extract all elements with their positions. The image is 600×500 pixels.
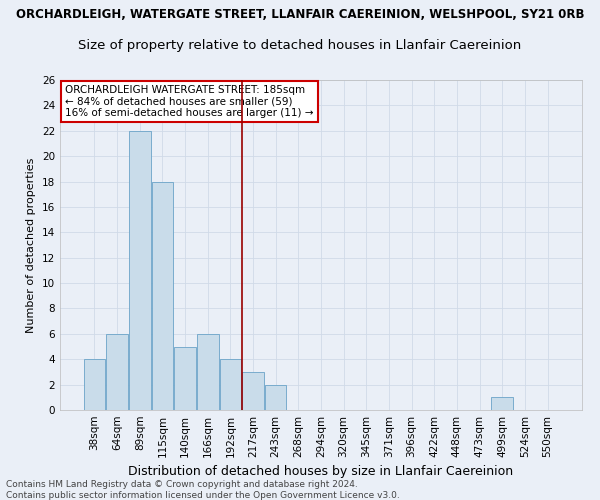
Y-axis label: Number of detached properties: Number of detached properties [26,158,37,332]
Bar [175,346,196,410]
Bar [152,182,173,410]
Bar [265,384,286,410]
Text: ORCHARDLEIGH WATERGATE STREET: 185sqm
← 84% of detached houses are smaller (59)
: ORCHARDLEIGH WATERGATE STREET: 185sqm ← … [65,85,314,118]
Bar [242,372,264,410]
Bar [129,131,151,410]
X-axis label: Distribution of detached houses by size in Llanfair Caereinion: Distribution of detached houses by size … [128,466,514,478]
Bar [84,359,105,410]
Text: ORCHARDLEIGH, WATERGATE STREET, LLANFAIR CAEREINION, WELSHPOOL, SY21 0RB: ORCHARDLEIGH, WATERGATE STREET, LLANFAIR… [16,8,584,22]
Bar [197,334,218,410]
Text: Contains HM Land Registry data © Crown copyright and database right 2024.
Contai: Contains HM Land Registry data © Crown c… [6,480,400,500]
Bar [220,359,241,410]
Bar [491,398,513,410]
Bar [106,334,128,410]
Text: Size of property relative to detached houses in Llanfair Caereinion: Size of property relative to detached ho… [79,38,521,52]
